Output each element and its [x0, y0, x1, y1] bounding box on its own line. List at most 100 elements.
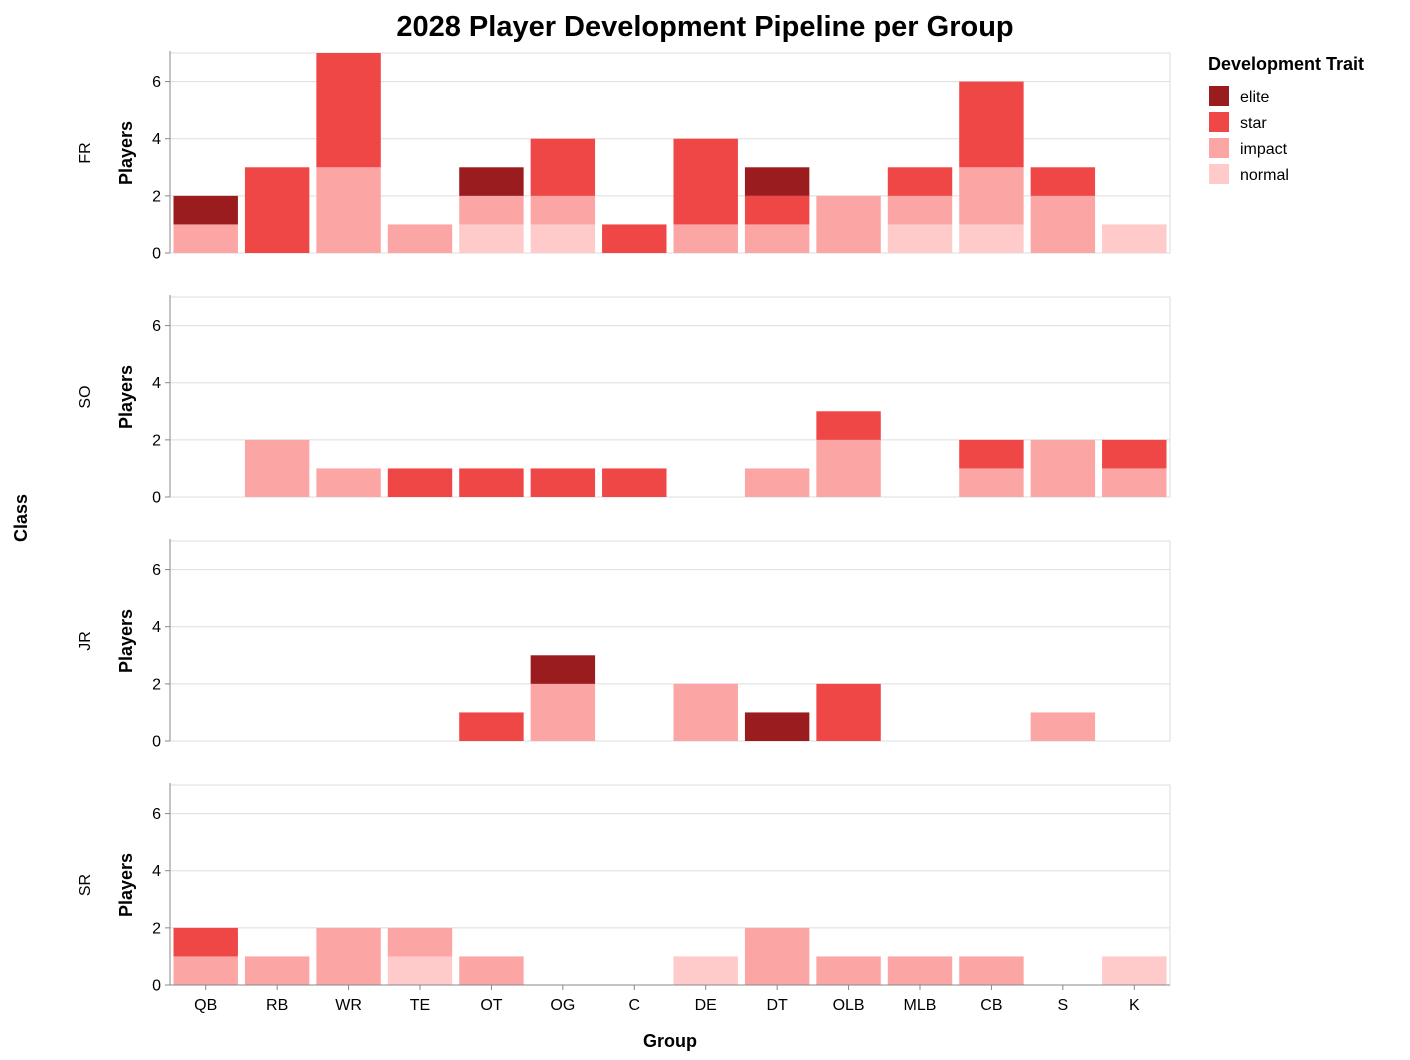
x-tick-label: OG	[550, 997, 575, 1014]
bar-jr-olb-star	[816, 683, 881, 741]
bar-fr-c-star	[602, 224, 667, 253]
bar-so-cb-star	[959, 439, 1024, 469]
facet-title: Class	[11, 494, 31, 542]
bar-fr-k-normal	[1102, 224, 1167, 253]
legend-swatch-impact	[1209, 138, 1229, 158]
bar-sr-de-normal	[673, 956, 738, 985]
bar-fr-wr-impact	[316, 167, 381, 253]
bar-fr-cb-impact	[959, 167, 1024, 225]
legend: Development Trait elite star impact normal	[1208, 54, 1364, 184]
y-tick-label: 0	[152, 246, 161, 263]
bar-fr-og-normal	[530, 224, 596, 253]
bar-sr-k-normal	[1102, 956, 1167, 985]
bar-fr-cb-star	[959, 81, 1024, 168]
bar-jr-ot-star	[459, 712, 524, 741]
bar-sr-te-normal	[387, 956, 453, 985]
class-label-so: SO	[77, 385, 94, 408]
x-tick-label: MLB	[904, 997, 937, 1014]
bar-sr-cb-impact	[959, 956, 1024, 985]
bar-jr-de-impact	[673, 683, 738, 741]
bar-fr-dt-star	[744, 195, 810, 225]
bar-fr-rb-star	[244, 167, 310, 253]
bar-fr-ot-normal	[459, 224, 524, 253]
facet-jr: 0 2 4 6 Players JR	[77, 539, 1171, 751]
x-tick-label: TE	[410, 997, 430, 1014]
bar-fr-de-impact	[673, 224, 738, 253]
y-tick-label: 2	[152, 432, 161, 449]
y-tick-label: 6	[152, 806, 161, 823]
legend-label-star: star	[1240, 115, 1267, 132]
bar-fr-og-impact	[530, 195, 596, 225]
bar-fr-mlb-impact	[887, 195, 953, 225]
bar-jr-og-impact	[530, 683, 596, 741]
bar-fr-s-star	[1030, 167, 1096, 196]
y-tick-label: 4	[152, 375, 161, 392]
bar-fr-qb-elite	[173, 195, 238, 225]
x-tick-label: DT	[766, 997, 788, 1014]
y-axis-title: Players	[116, 121, 136, 185]
legend-label-elite: elite	[1240, 89, 1269, 106]
bar-fr-cb-normal	[959, 224, 1024, 253]
bar-sr-te-impact	[387, 927, 453, 957]
bar-so-wr-impact	[316, 468, 381, 497]
bar-sr-ot-impact	[459, 956, 524, 985]
y-axis-title: Players	[116, 853, 136, 917]
y-tick-label: 6	[152, 318, 161, 335]
bar-so-ot-star	[459, 468, 524, 497]
y-tick-label: 2	[152, 188, 161, 205]
bar-fr-og-star	[530, 138, 596, 196]
chart-title: 2028 Player Development Pipeline per Gro…	[396, 11, 1013, 43]
y-tick-label: 0	[152, 734, 161, 751]
bar-fr-wr-star	[316, 53, 381, 168]
bar-so-te-star	[387, 468, 453, 497]
bar-fr-te-impact	[387, 224, 453, 253]
plot-frame	[169, 540, 1171, 742]
bar-fr-dt-impact	[744, 224, 810, 253]
y-tick-label: 4	[152, 619, 161, 636]
facets: 0246PlayersFR0246PlayersSO0246PlayersJR0…	[77, 51, 1171, 1014]
bar-fr-mlb-star	[887, 167, 953, 196]
legend-title: Development Trait	[1208, 54, 1364, 74]
legend-swatch-normal	[1209, 164, 1229, 184]
bar-so-rb-impact	[244, 439, 310, 497]
bar-sr-qb-star	[173, 927, 238, 957]
bar-so-cb-impact	[959, 468, 1024, 497]
legend-swatch-elite	[1209, 86, 1229, 106]
y-tick-label: 0	[152, 978, 161, 995]
bar-so-s-impact	[1030, 439, 1096, 497]
facet-sr: 0 2 4 6 Players SR QB RB WR TE OT OG C DE DT OLB MLB CB S K	[77, 783, 1171, 1014]
x-tick-label: WR	[335, 997, 362, 1014]
y-tick-label: 6	[152, 74, 161, 91]
facet-fr: 0 2 4 6 Players FR	[77, 51, 1171, 263]
bar-fr-ot-impact	[459, 195, 524, 225]
x-tick-label: OT	[480, 997, 502, 1014]
x-tick-label: K	[1129, 997, 1140, 1014]
legend-label-normal: normal	[1240, 167, 1289, 184]
bar-sr-rb-impact	[244, 956, 310, 985]
legend-swatch-star	[1209, 112, 1229, 132]
bar-so-olb-star	[816, 411, 881, 440]
bar-sr-olb-impact	[816, 956, 881, 985]
y-tick-label: 6	[152, 562, 161, 579]
y-axis-title: Players	[116, 609, 136, 673]
bar-fr-s-impact	[1030, 195, 1096, 253]
bar-fr-olb-impact	[816, 195, 881, 253]
x-tick-label: DE	[695, 997, 717, 1014]
class-label-jr: JR	[77, 631, 94, 651]
bar-sr-mlb-impact	[887, 956, 953, 985]
bar-so-k-impact	[1102, 468, 1167, 497]
x-tick-label: CB	[980, 997, 1002, 1014]
bar-sr-qb-impact	[173, 956, 238, 985]
y-tick-label: 2	[152, 676, 161, 693]
class-label-fr: FR	[77, 142, 94, 163]
class-label-sr: SR	[77, 874, 94, 896]
y-tick-label: 0	[152, 490, 161, 507]
bar-sr-wr-impact	[316, 927, 381, 985]
bar-so-dt-impact	[744, 468, 810, 497]
y-axis-title: Players	[116, 365, 136, 429]
y-tick-label: 4	[152, 131, 161, 148]
x-tick-label: S	[1058, 997, 1069, 1014]
bar-jr-s-impact	[1030, 712, 1096, 741]
x-axis-title: Group	[643, 1031, 697, 1051]
